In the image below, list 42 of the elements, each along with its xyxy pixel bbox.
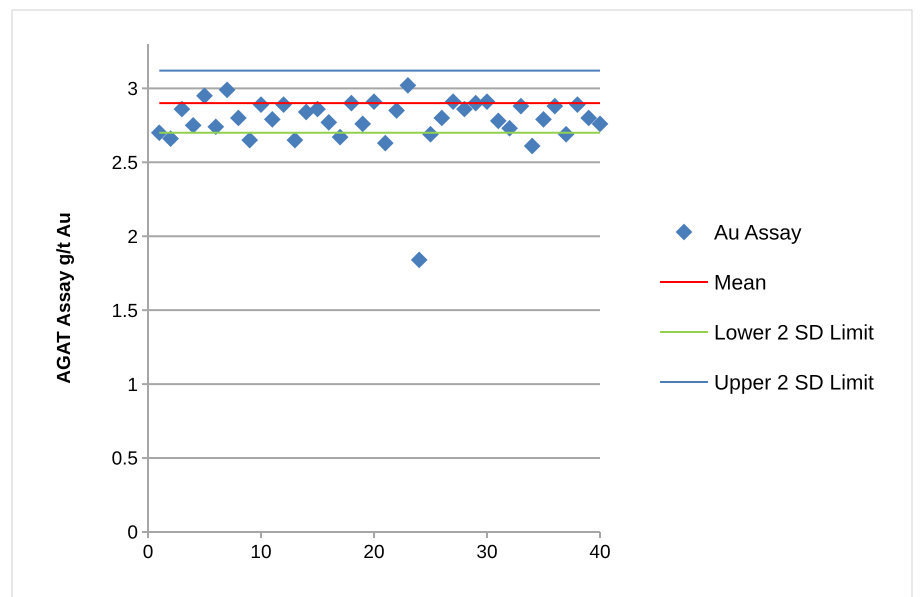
point [286,132,304,148]
point [456,100,473,118]
point [230,110,247,126]
point [410,252,428,268]
x-tick-label: 0 [142,542,154,563]
point [376,134,394,152]
point [184,116,202,134]
y-tick-label: 2.5 [112,152,138,174]
y-tick-label: 1 [127,374,138,396]
point [388,102,405,119]
point [264,111,281,128]
point [320,114,338,131]
point [354,115,372,132]
point [433,110,450,126]
point [241,132,258,148]
point [592,115,608,132]
legend-label: Au Assay [714,221,802,244]
x-tick-label: 20 [363,542,385,563]
y-tick-label: 0 [127,522,138,544]
point [580,110,598,126]
y-tick-label: 2 [127,226,138,248]
point [174,100,190,118]
point [162,130,179,147]
y-tick-label: 3 [127,79,138,100]
point [309,100,326,118]
legend-label: Lower 2 SD Limit [714,321,874,344]
legend-label: Upper 2 SD Limit [714,371,874,394]
point [207,118,224,136]
point [535,111,552,128]
point [218,81,236,98]
y-tick-label: 0.5 [112,448,138,470]
x-tick-label: 30 [476,542,498,563]
point [524,138,541,154]
y-axis-title: AGAT Assay g/t Au [54,212,75,384]
point [196,87,213,104]
x-tick-label: 10 [250,542,272,563]
point [400,77,416,94]
x-tick-label: 40 [589,542,611,563]
point [490,112,507,130]
point [298,104,315,120]
legend-label: Mean [714,271,767,294]
y-tick-label: 1.5 [112,300,138,322]
